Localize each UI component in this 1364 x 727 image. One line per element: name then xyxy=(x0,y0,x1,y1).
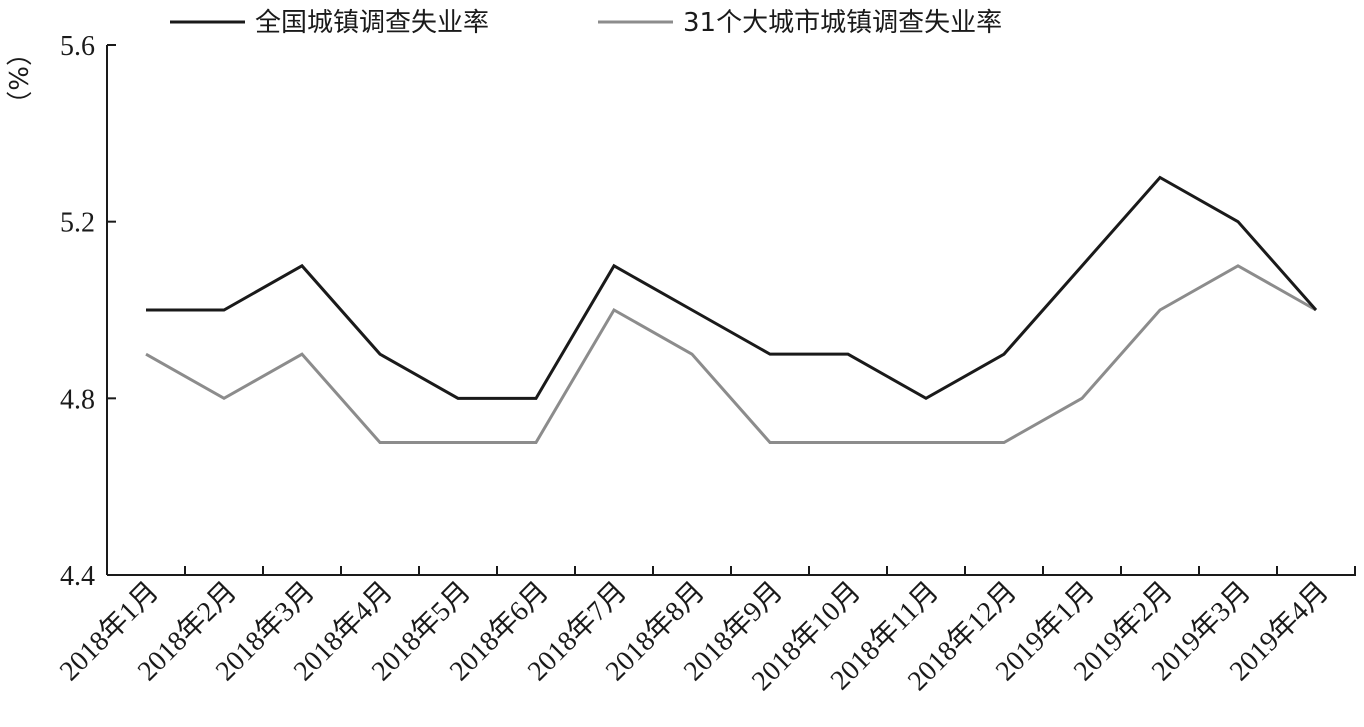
y-tick-label: 5.2 xyxy=(60,208,95,239)
legend-label-1: 全国城镇调查失业率 xyxy=(255,8,489,38)
plot-lines xyxy=(145,175,1318,444)
legend-label-2: 31个大城市城镇调查失业率 xyxy=(683,8,1002,38)
series-line-1 xyxy=(146,175,1318,401)
legend: 全国城镇调查失业率 31个大城市城镇调查失业率 xyxy=(170,8,1002,38)
y-axis-unit-label: （%） xyxy=(2,40,32,117)
y-tick-label: 5.6 xyxy=(60,31,95,62)
y-tick-label: 4.4 xyxy=(60,561,95,592)
y-tick-label: 4.8 xyxy=(60,384,95,415)
axes xyxy=(106,45,1356,576)
y-axis-label: （%） xyxy=(2,40,32,117)
y-axis-ticks: 4.4 4.8 5.2 5.6 xyxy=(60,31,116,592)
series-line-2 xyxy=(145,264,1317,444)
x-axis-ticks: 2018年1月2018年2月2018年3月2018年4月2018年5月2018年… xyxy=(53,566,1356,697)
